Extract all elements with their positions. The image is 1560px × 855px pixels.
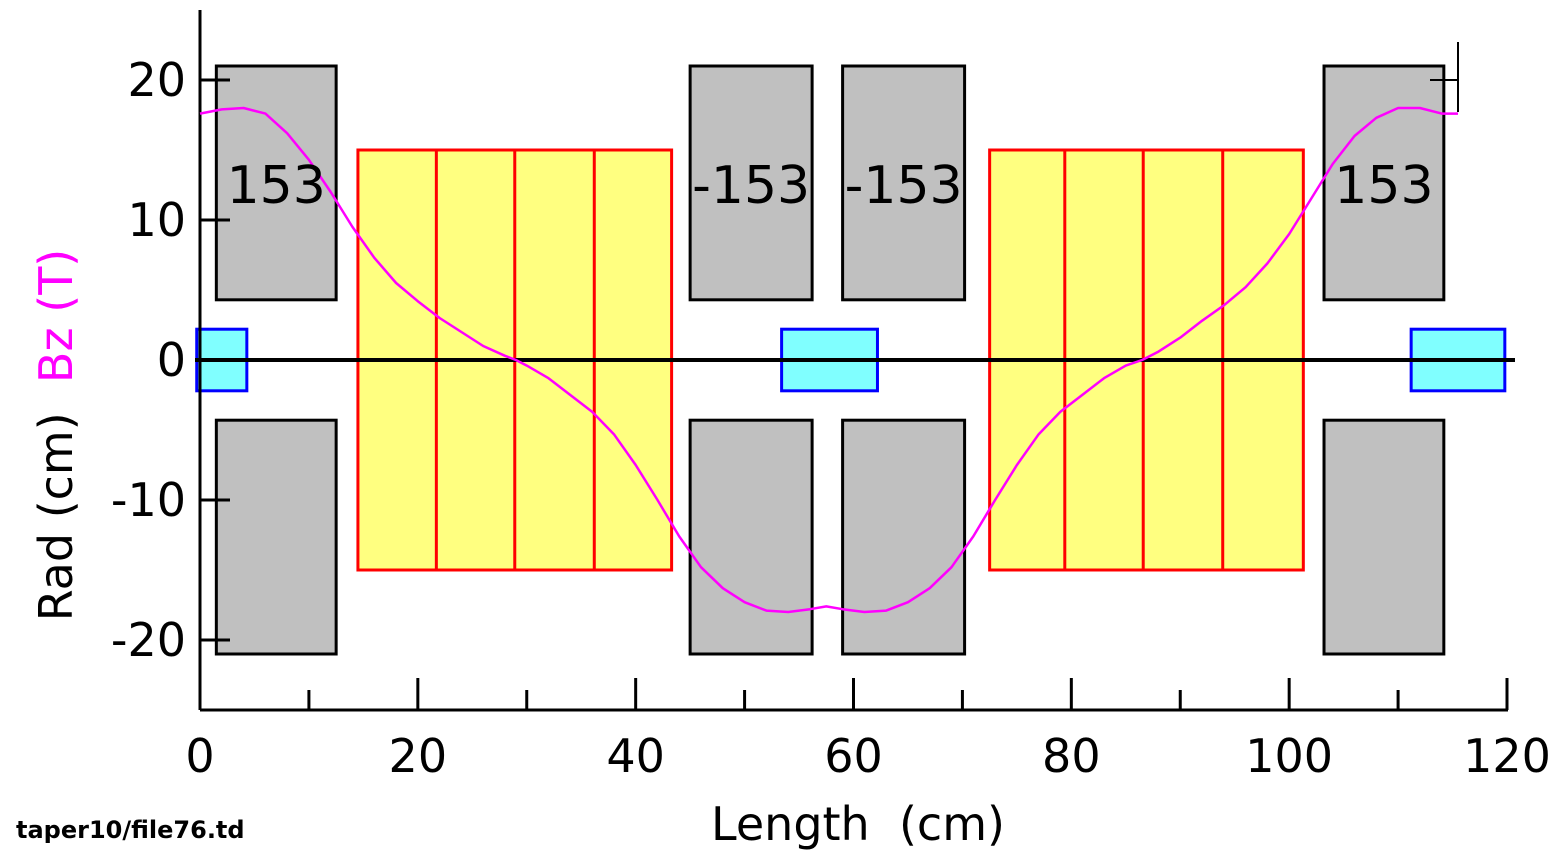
- y-axis-rad-label: Rad (cm): [29, 412, 83, 621]
- x-tick-label: 120: [1463, 729, 1551, 783]
- y-tick-label: 0: [157, 333, 186, 387]
- file-label: taper10/file76.td: [16, 816, 245, 844]
- x-tick-label: 80: [1042, 729, 1101, 783]
- coil-lower-1: [214, 418, 338, 656]
- coil-upper-1: [214, 64, 338, 302]
- coil-upper-3: [841, 64, 967, 302]
- bz-field-curve: [199, 106, 1458, 614]
- coil-current-label: 153: [1334, 156, 1433, 216]
- x-tick-label: 100: [1245, 729, 1333, 783]
- y-tick-label: 10: [127, 193, 186, 247]
- coil-upper-4: [1322, 64, 1446, 302]
- x-tick-label: 0: [185, 729, 214, 783]
- x-tick-label: 60: [824, 729, 883, 783]
- y-tick-label: -10: [111, 473, 186, 527]
- x-tick-label: 20: [389, 729, 448, 783]
- coil-current-label: -153: [692, 156, 810, 216]
- x-axis-label: Length (cm): [711, 797, 1005, 851]
- y-tick-label: -20: [111, 613, 186, 667]
- y-axis-bz-label: Bz (T): [29, 249, 83, 383]
- coil-lower-4: [1322, 418, 1446, 656]
- field-layer: [199, 106, 1458, 614]
- y-axis-label: Rad (cm) Bz (T): [29, 249, 83, 622]
- coil-current-label: 153: [227, 156, 326, 216]
- coil-lower-2: [688, 418, 814, 656]
- coil-layer: [214, 64, 1446, 656]
- coil-lower-3: [841, 418, 967, 656]
- coil-label-layer: 153 -153 -153 153: [227, 156, 1434, 216]
- x-tick-label: 40: [606, 729, 665, 783]
- y-tick-label: 20: [127, 53, 186, 107]
- coil-upper-2: [688, 64, 814, 302]
- coil-current-label: -153: [845, 156, 963, 216]
